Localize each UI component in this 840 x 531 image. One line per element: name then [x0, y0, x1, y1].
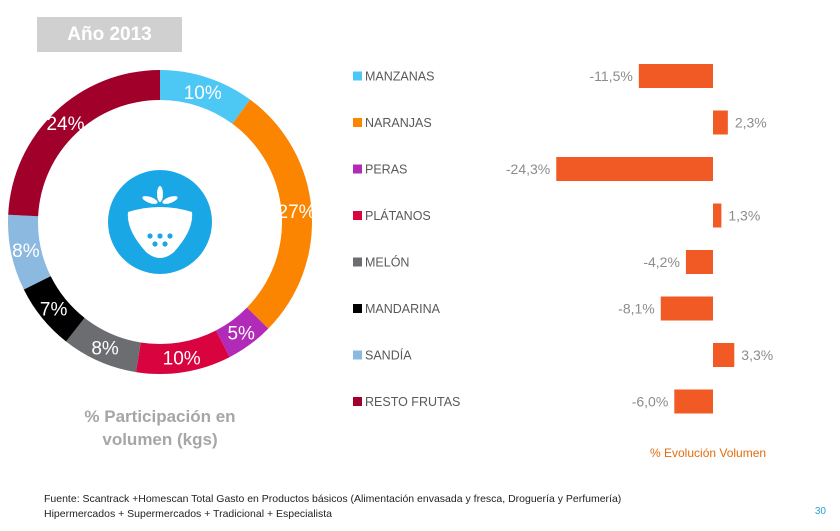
strawberry-icon: [108, 170, 212, 274]
legend-swatch: [353, 304, 362, 313]
source-note: Fuente: Scantrack +Homescan Total Gasto …: [44, 492, 621, 522]
donut-caption: % Participación en volumen (kgs): [50, 405, 270, 451]
donut-slice-label: 5%: [227, 323, 255, 344]
bar-value-label: -11,5%: [589, 68, 632, 84]
bar-value-label: -6,0%: [632, 394, 669, 410]
legend-swatch: [353, 71, 362, 81]
legend-swatch: [353, 164, 362, 174]
donut-caption-line2: volumen (kgs): [102, 430, 218, 449]
bar-value-label: -4,2%: [643, 254, 680, 270]
legend-swatch: [353, 397, 362, 406]
donut-slice-label: 24%: [46, 114, 84, 135]
legend-label: PLÁTANOS: [365, 208, 431, 223]
donut-caption-line1: % Participación en: [84, 407, 236, 426]
donut-slice-label: 8%: [91, 339, 119, 360]
donut-slice-label: 10%: [184, 83, 222, 104]
bar-value-label: 3,3%: [741, 347, 773, 363]
legend-label: MANZANAS: [365, 70, 434, 84]
donut-slice-melón: [66, 317, 141, 373]
year-label: Año 2013: [37, 17, 182, 52]
bar-chart-caption: % Evolución Volumen: [650, 446, 767, 460]
donut-chart: 10% 27% 5% 10% 8% 7% 8% 24%: [7, 70, 316, 374]
bar-chart: MANZANAS -11,5% NARANJAS 2,3% PERAS -24,3% PLÁ…: [353, 64, 773, 414]
bar-naranjas: [713, 110, 728, 135]
bar-value-label: -8,1%: [618, 301, 655, 317]
donut-slice-peras: [215, 307, 269, 358]
bar-value-label: -24,3%: [506, 161, 550, 177]
source-line-1: Fuente: Scantrack +Homescan Total Gasto …: [44, 493, 622, 505]
donut-slice-plátanos: [135, 330, 230, 374]
donut-slice-naranjas: [232, 99, 312, 329]
donut-slice-label: 7%: [40, 299, 68, 320]
bar-resto-frutas: [674, 389, 713, 414]
donut-slice-label: 27%: [278, 202, 316, 223]
bar-manzanas: [638, 64, 713, 88]
bar-mandarina: [660, 296, 713, 321]
legend-swatch: [353, 118, 362, 127]
bar-plátanos: [713, 203, 722, 228]
legend-swatch: [353, 257, 362, 267]
legend-swatch: [353, 350, 362, 360]
page-number: 30: [814, 506, 826, 517]
legend-label: SANDÍA: [365, 348, 412, 363]
legend-label: MANDARINA: [365, 302, 441, 316]
donut-slice-sandía: [7, 214, 51, 290]
bar-value-label: 2,3%: [735, 115, 767, 131]
bar-sandía: [713, 343, 735, 367]
bar-value-label: 1,3%: [728, 208, 760, 224]
donut-slice-resto-frutas: [8, 70, 160, 217]
legend-label: MELÓN: [365, 255, 409, 270]
legend-label: PERAS: [365, 163, 407, 177]
bar-melón: [685, 250, 713, 274]
legend-swatch: [353, 211, 362, 220]
donut-slice-label: 8%: [12, 241, 40, 262]
donut-slice-label: 10%: [163, 348, 201, 369]
donut-slice-mandarina: [23, 276, 85, 342]
donut-slice-manzanas: [160, 70, 251, 124]
bar-peras: [556, 157, 713, 181]
source-line-2: Hipermercados + Supermercados + Tradicio…: [44, 508, 333, 520]
legend-label: RESTO FRUTAS: [365, 395, 460, 409]
legend-label: NARANJAS: [365, 116, 432, 130]
